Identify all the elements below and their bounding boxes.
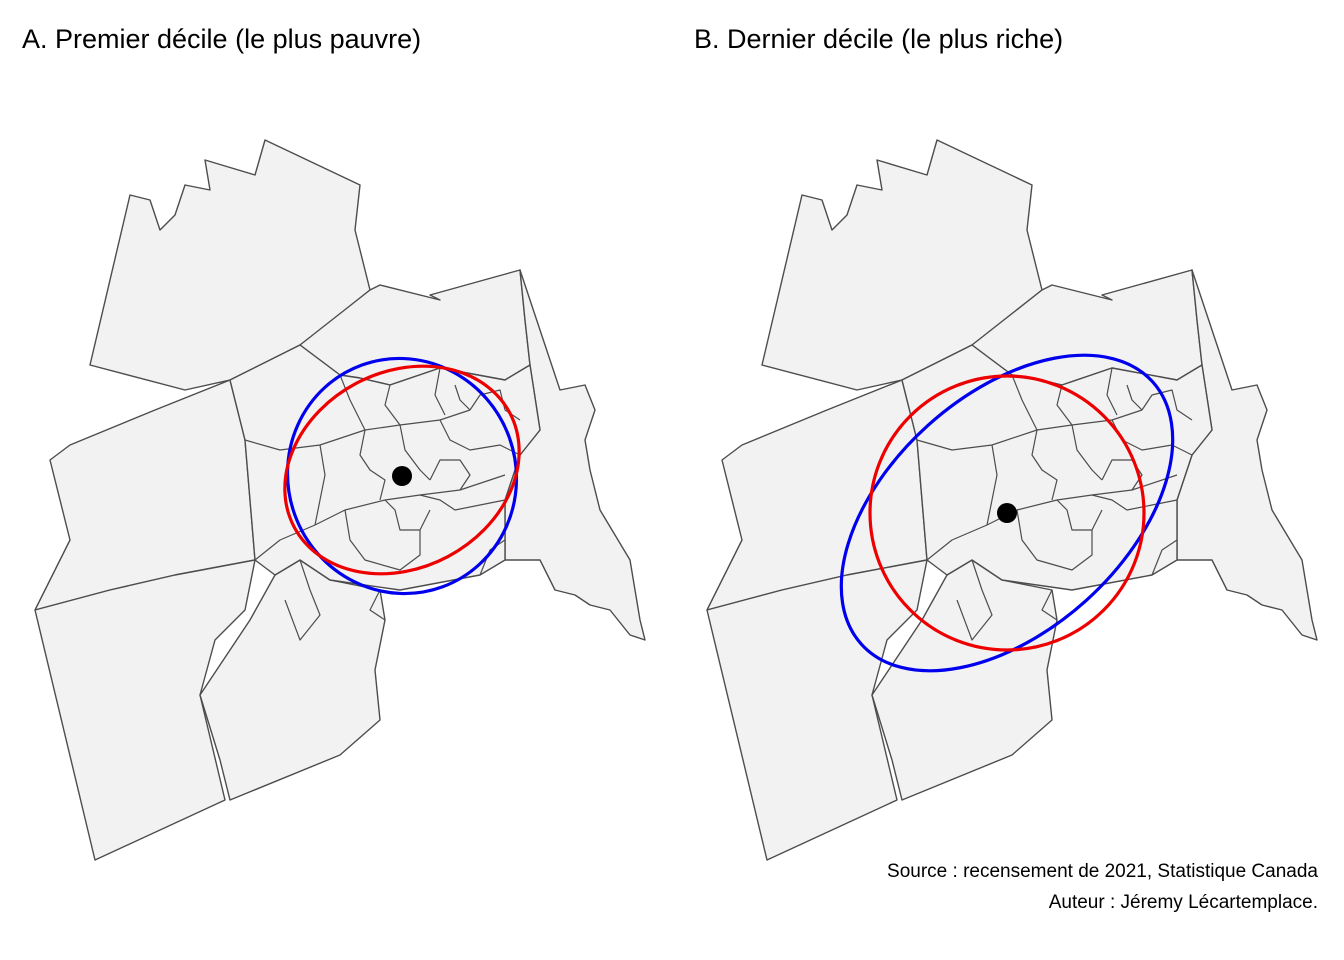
- panel-a-blue-ellipse: [285, 356, 519, 596]
- panel-b-title: B. Dernier décile (le plus riche): [694, 24, 1064, 54]
- author-caption: Auteur : Jéremy Lécartemplace.: [1048, 892, 1318, 913]
- panel-a-census-tracts: [34, 139, 646, 861]
- panel-b-blue-ellipse: [839, 353, 1175, 673]
- panel-b-red-ellipse: [868, 374, 1146, 652]
- panel-b-center-point: [997, 503, 1017, 523]
- panel-a-map: [34, 139, 646, 861]
- panel-b-map: [706, 139, 1318, 861]
- source-caption: Source : recensement de 2021, Statistiqu…: [887, 861, 1318, 882]
- panel-a-red-ellipse: [283, 364, 521, 576]
- panel-b-census-tracts: [706, 139, 1318, 861]
- panel-a-title: A. Premier décile (le plus pauvre): [22, 24, 422, 54]
- panel-a-center-point: [392, 466, 412, 486]
